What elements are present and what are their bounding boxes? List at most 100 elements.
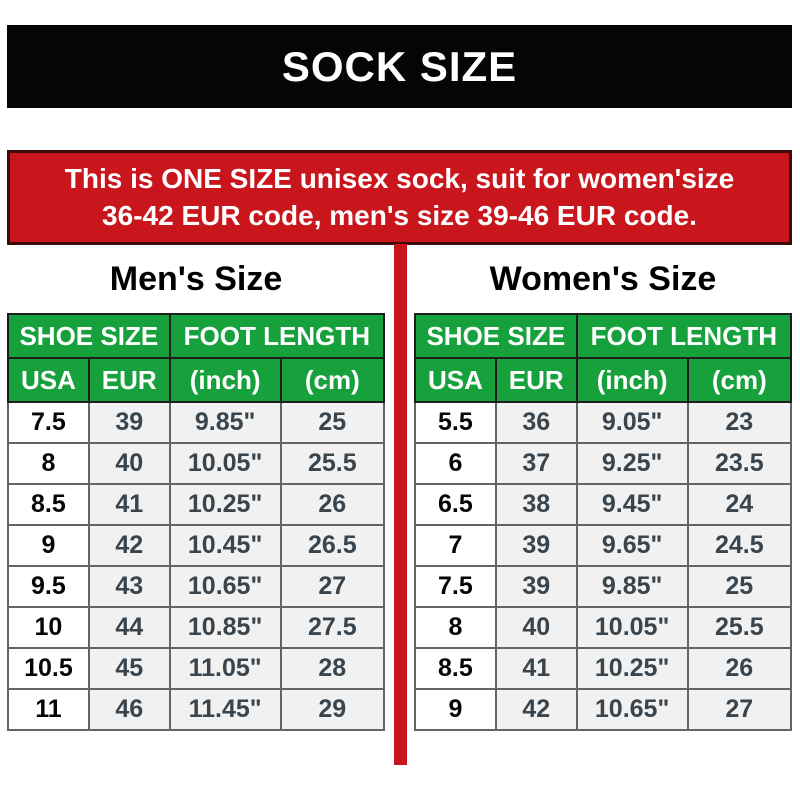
eur-column-header: EUR [494, 357, 578, 403]
table-cell: 11.05" [168, 647, 282, 690]
table-cell: 10.25" [168, 483, 282, 526]
table-cell: 9.65" [575, 524, 689, 567]
title-bar: SOCK SIZE [7, 25, 792, 108]
table-cell: 6 [414, 442, 497, 485]
table-cell: 10.25" [575, 647, 689, 690]
column-header-row: USA EUR (inch) (cm) [7, 357, 386, 403]
womens-size-table: SHOE SIZE FOOT LENGTH USA EUR (inch) (cm… [414, 313, 793, 731]
table-row: 9 42 10.65" 27 [414, 688, 793, 731]
table-cell: 27 [279, 565, 386, 608]
table-row: 7 39 9.65" 24.5 [414, 524, 793, 567]
table-cell: 40 [87, 442, 171, 485]
cm-column-header: (cm) [686, 357, 793, 403]
banner-line-2: 36-42 EUR code, men's size 39-46 EUR cod… [102, 199, 697, 231]
table-cell: 42 [494, 688, 578, 731]
inch-column-header: (inch) [168, 357, 282, 403]
table-cell: 8 [414, 606, 497, 649]
womens-size-table-body: 5.5 36 9.05" 23 6 37 9.25" 23.5 6.5 38 9.45" 24 7 39 9… [414, 401, 793, 731]
table-cell: 25.5 [686, 606, 793, 649]
table-row: 9.5 43 10.65" 27 [7, 565, 386, 608]
table-cell: 7.5 [7, 401, 90, 444]
table-cell: 5.5 [414, 401, 497, 444]
shoe-size-group-header: SHOE SIZE [7, 313, 171, 359]
table-cell: 6.5 [414, 483, 497, 526]
table-cell: 10.5 [7, 647, 90, 690]
table-row: 8.5 41 10.25" 26 [7, 483, 386, 526]
table-cell: 23 [686, 401, 793, 444]
table-cell: 11 [7, 688, 90, 731]
table-row: 7.5 39 9.85" 25 [414, 565, 793, 608]
table-cell: 25 [279, 401, 386, 444]
table-cell: 7 [414, 524, 497, 567]
table-cell: 25.5 [279, 442, 386, 485]
table-row: 11 46 11.45" 29 [7, 688, 386, 731]
banner-line-1: This is ONE SIZE unisex sock, suit for w… [64, 163, 735, 195]
table-cell: 9.45" [575, 483, 689, 526]
table-cell: 10.05" [575, 606, 689, 649]
table-cell: 29 [279, 688, 386, 731]
table-cell: 43 [87, 565, 171, 608]
table-cell: 38 [494, 483, 578, 526]
table-cell: 46 [87, 688, 171, 731]
table-row: 8.5 41 10.25" 26 [414, 647, 793, 690]
table-cell: 25 [686, 565, 793, 608]
womens-size-title: Women's Size [489, 259, 717, 298]
table-cell: 23.5 [686, 442, 793, 485]
mens-size-title: Men's Size [109, 259, 283, 298]
table-row: 8 40 10.05" 25.5 [414, 606, 793, 649]
usa-column-header: USA [7, 357, 90, 403]
table-cell: 26 [686, 647, 793, 690]
foot-length-group-header: FOOT LENGTH [575, 313, 793, 359]
foot-length-group-header: FOOT LENGTH [168, 313, 386, 359]
table-cell: 42 [87, 524, 171, 567]
table-cell: 10.65" [168, 565, 282, 608]
womens-size-section: Women's Size SHOE SIZE FOOT LENGTH USA E… [414, 245, 793, 731]
table-cell: 41 [494, 647, 578, 690]
table-row: 8 40 10.05" 25.5 [7, 442, 386, 485]
table-row: 7.5 39 9.85" 25 [7, 401, 386, 444]
eur-column-header: EUR [87, 357, 171, 403]
table-cell: 10 [7, 606, 90, 649]
table-cell: 40 [494, 606, 578, 649]
usa-column-header: USA [414, 357, 497, 403]
table-cell: 41 [87, 483, 171, 526]
page-title: SOCK SIZE [281, 42, 518, 90]
shoe-size-group-header: SHOE SIZE [414, 313, 578, 359]
group-header-row: SHOE SIZE FOOT LENGTH [414, 313, 793, 359]
table-cell: 27.5 [279, 606, 386, 649]
mens-size-section: Men's Size SHOE SIZE FOOT LENGTH USA EUR… [7, 245, 386, 731]
table-row: 10 44 10.85" 27.5 [7, 606, 386, 649]
table-cell: 9.5 [7, 565, 90, 608]
table-cell: 10.65" [575, 688, 689, 731]
inch-column-header: (inch) [575, 357, 689, 403]
table-cell: 24.5 [686, 524, 793, 567]
table-cell: 9 [7, 524, 90, 567]
table-cell: 37 [494, 442, 578, 485]
table-cell: 11.45" [168, 688, 282, 731]
table-cell: 44 [87, 606, 171, 649]
table-row: 6.5 38 9.45" 24 [414, 483, 793, 526]
table-cell: 9.05" [575, 401, 689, 444]
table-row: 6 37 9.25" 23.5 [414, 442, 793, 485]
table-cell: 7.5 [414, 565, 497, 608]
table-cell: 10.05" [168, 442, 282, 485]
table-cell: 9.85" [168, 401, 282, 444]
red-connector-strip [394, 244, 407, 765]
table-row: 5.5 36 9.05" 23 [414, 401, 793, 444]
table-cell: 8.5 [7, 483, 90, 526]
table-row: 9 42 10.45" 26.5 [7, 524, 386, 567]
one-size-notice-banner: This is ONE SIZE unisex sock, suit for w… [7, 150, 792, 245]
table-cell: 26 [279, 483, 386, 526]
table-cell: 9.85" [575, 565, 689, 608]
table-cell: 45 [87, 647, 171, 690]
table-cell: 24 [686, 483, 793, 526]
table-cell: 9 [414, 688, 497, 731]
table-cell: 27 [686, 688, 793, 731]
group-header-row: SHOE SIZE FOOT LENGTH [7, 313, 386, 359]
table-cell: 39 [494, 565, 578, 608]
table-cell: 26.5 [279, 524, 386, 567]
column-header-row: USA EUR (inch) (cm) [414, 357, 793, 403]
table-cell: 8 [7, 442, 90, 485]
table-cell: 39 [87, 401, 171, 444]
